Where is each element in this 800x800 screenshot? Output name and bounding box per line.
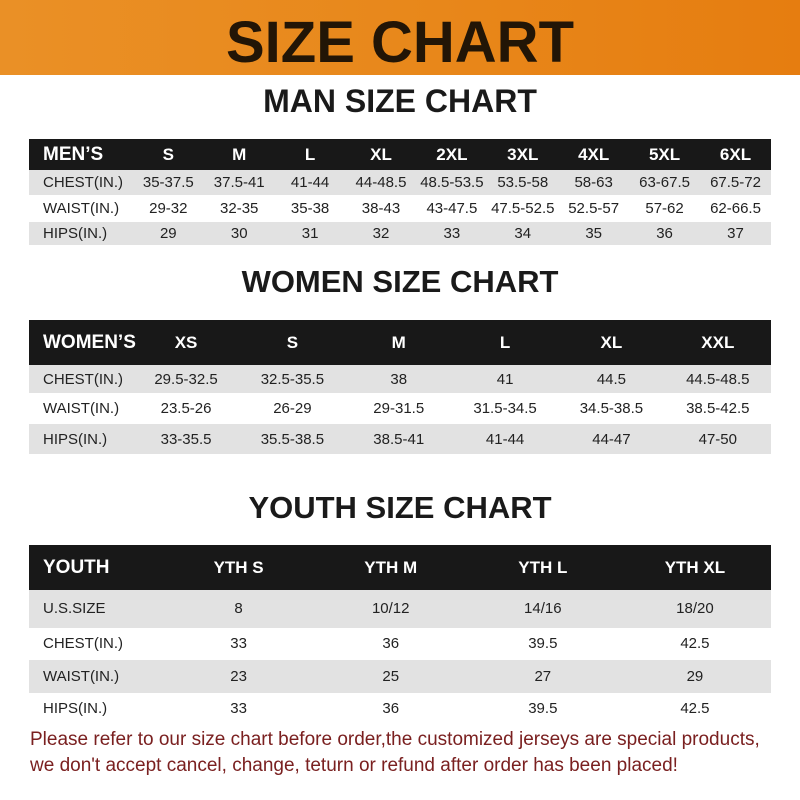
svg-text:YOUTH SIZE CHART: YOUTH SIZE CHART (248, 490, 551, 525)
svg-text:WOMEN SIZE CHART: WOMEN SIZE CHART (242, 264, 559, 299)
svg-text:MAN SIZE CHART: MAN SIZE CHART (263, 84, 537, 119)
svg-text:SIZE CHART: SIZE CHART (226, 10, 574, 75)
